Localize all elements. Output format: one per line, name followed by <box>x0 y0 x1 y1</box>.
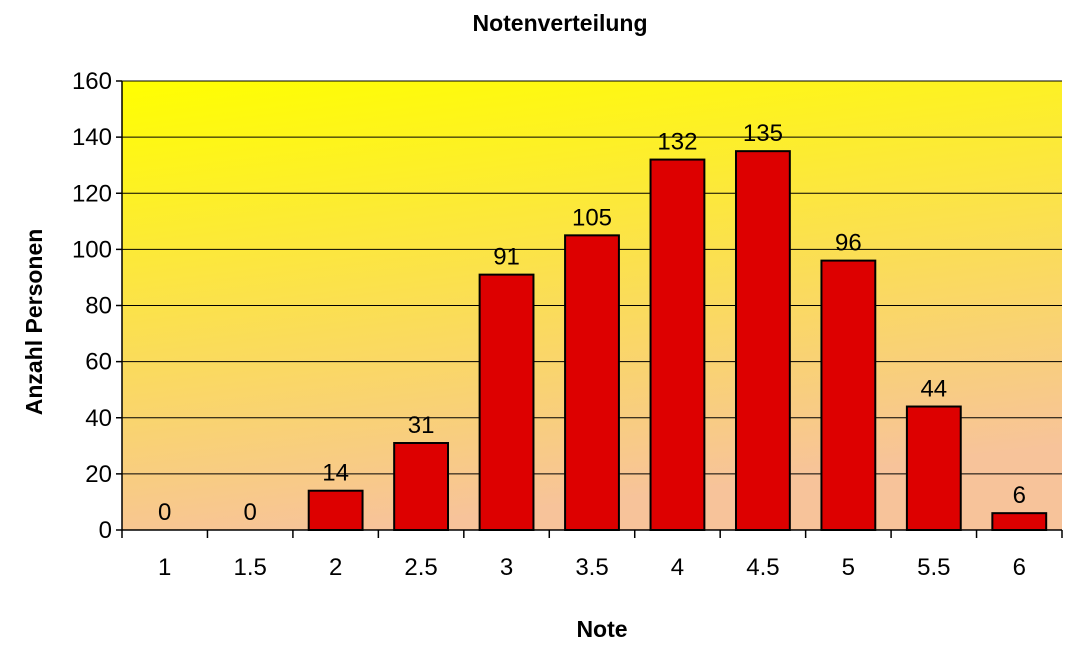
x-tick-label-3.5: 3.5 <box>575 554 608 581</box>
y-tick-label: 20 <box>85 461 112 488</box>
y-tick-label: 40 <box>85 405 112 432</box>
bar-5 <box>820 259 877 531</box>
y-tick-labels: 0 20 40 60 80 100 120 140 160 <box>72 68 112 544</box>
x-tick-label-5: 5 <box>842 554 855 581</box>
bar-3 <box>478 273 535 531</box>
data-label-4: 132 <box>657 129 697 156</box>
x-tick-label-3: 3 <box>500 554 513 581</box>
x-tick-label-6: 6 <box>1013 554 1026 581</box>
data-label-6: 6 <box>1013 482 1026 509</box>
x-tick-labels: 1 1.5 2 2.5 3 3.5 4 4.5 5 5.5 6 <box>158 554 1026 581</box>
bar-6 <box>991 512 1048 531</box>
y-tick-label: 140 <box>72 124 112 151</box>
data-label-3: 91 <box>493 244 520 271</box>
bar-3.5 <box>564 234 620 531</box>
bar-2.5 <box>393 442 450 532</box>
axes <box>116 80 1063 538</box>
data-label-1.5: 0 <box>244 499 257 526</box>
data-label-5.5: 44 <box>920 376 947 403</box>
data-label-4.5: 135 <box>743 120 783 147</box>
bar-5.5 <box>905 405 962 531</box>
y-axis-title: Anzahl Personen <box>21 229 47 416</box>
data-label-2: 14 <box>322 460 349 487</box>
bar-4.5 <box>734 150 791 531</box>
x-tick-label-2: 2 <box>329 554 342 581</box>
chart-title: Notenverteilung <box>472 10 647 36</box>
bar-4 <box>649 158 706 531</box>
x-tick-label-1: 1 <box>158 554 171 581</box>
data-label-2.5: 31 <box>408 412 435 439</box>
bar-2 <box>307 489 364 531</box>
y-tick-label: 80 <box>85 293 112 320</box>
y-tick-label: 120 <box>72 180 112 207</box>
x-tick-label-4: 4 <box>671 554 684 581</box>
data-labels: 0 0 14 31 91 105 132 135 96 44 6 <box>158 120 1026 526</box>
x-tick-label-2.5: 2.5 <box>404 554 437 581</box>
y-tick-label: 160 <box>72 68 112 95</box>
x-tick-label-4.5: 4.5 <box>746 554 779 581</box>
data-label-3.5: 105 <box>572 204 612 231</box>
x-tick-label-1.5: 1.5 <box>233 554 266 581</box>
y-tick-label: 0 <box>99 517 112 544</box>
x-axis-title: Note <box>576 616 627 642</box>
y-tick-label: 60 <box>85 349 112 376</box>
data-label-1: 0 <box>158 499 171 526</box>
data-label-5: 96 <box>835 230 862 257</box>
bars <box>307 150 1048 532</box>
x-tick-label-5.5: 5.5 <box>917 554 950 581</box>
y-tick-label: 100 <box>72 236 112 263</box>
